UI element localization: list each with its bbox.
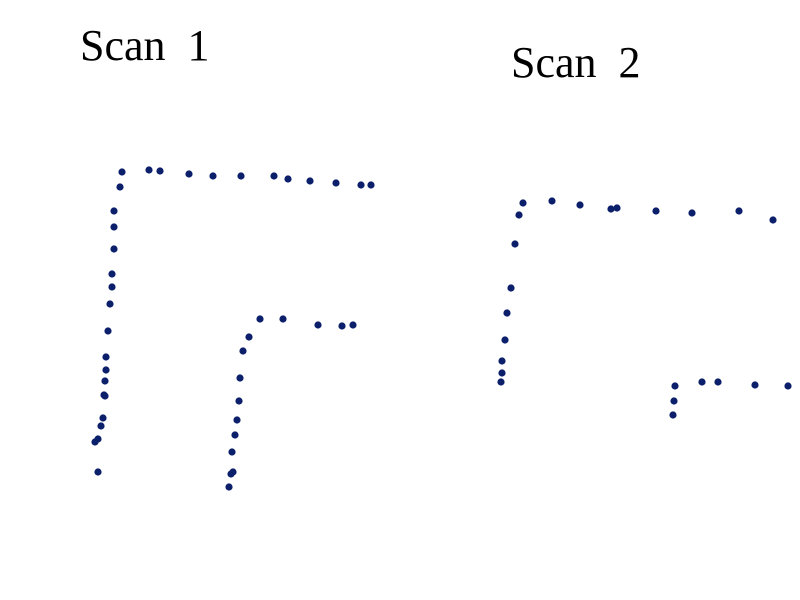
scan-1-title: Scan 1 bbox=[80, 21, 210, 70]
scan-1-point bbox=[145, 166, 153, 174]
scan-1-point bbox=[99, 414, 107, 422]
scan-1-point bbox=[279, 315, 287, 323]
scan-2-point bbox=[670, 397, 678, 405]
scan-1-point bbox=[110, 223, 118, 231]
scan-2-point bbox=[688, 209, 696, 217]
scan-2-point bbox=[751, 381, 759, 389]
scan-1-point bbox=[338, 322, 346, 330]
scan-2-point bbox=[769, 216, 777, 224]
scan-1-point bbox=[94, 468, 102, 476]
scan-2-point bbox=[498, 369, 506, 377]
scan-1-point bbox=[110, 245, 118, 253]
scan-1-point bbox=[236, 374, 244, 382]
scan-1-point bbox=[233, 416, 241, 424]
scan-1-point bbox=[239, 347, 247, 355]
scan-2-point bbox=[613, 204, 621, 212]
scan-1-point bbox=[357, 181, 365, 189]
scan-1-point bbox=[332, 179, 340, 187]
scan-1-point bbox=[235, 397, 243, 405]
scan-2-point bbox=[607, 205, 615, 213]
scan-1-point bbox=[225, 483, 233, 491]
scan-1-point bbox=[104, 327, 112, 335]
scan-1-point bbox=[185, 170, 193, 178]
scan-1-point bbox=[156, 167, 164, 175]
scan-2-point bbox=[507, 284, 515, 292]
scan-2-title: Scan 2 bbox=[511, 38, 641, 87]
scan-1-point bbox=[256, 315, 264, 323]
scan-1-point bbox=[270, 172, 278, 180]
scan-1-point bbox=[237, 172, 245, 180]
scan-1-point bbox=[284, 175, 292, 183]
scan-2-point bbox=[735, 207, 743, 215]
scan-2-point bbox=[548, 197, 556, 205]
scan-1-point bbox=[209, 172, 217, 180]
scan-2-point bbox=[503, 309, 511, 317]
scan-1-point bbox=[110, 207, 118, 215]
scan-1-point bbox=[245, 333, 253, 341]
scan-2-point bbox=[497, 378, 505, 386]
scan-1-point bbox=[106, 300, 114, 308]
scan-1-point bbox=[231, 431, 239, 439]
scan-2-point bbox=[498, 357, 506, 365]
scan-2-point bbox=[519, 199, 527, 207]
scan-1-point bbox=[118, 168, 126, 176]
scan-1-point bbox=[102, 366, 110, 374]
scan-1-point bbox=[91, 438, 99, 446]
scan-2-point bbox=[698, 378, 706, 386]
scan-1-point bbox=[101, 392, 109, 400]
scan-1-point bbox=[228, 448, 236, 456]
scan-2-point bbox=[784, 382, 792, 390]
scan-2-point bbox=[576, 201, 584, 209]
scan-2-point bbox=[652, 207, 660, 215]
scan-2-point bbox=[671, 382, 679, 390]
scan-2-point bbox=[511, 240, 519, 248]
scan-1-point bbox=[349, 321, 357, 329]
scan-2-point bbox=[714, 378, 722, 386]
scan-1-point bbox=[367, 181, 375, 189]
scan-1-point bbox=[101, 377, 109, 385]
scan-2-point bbox=[501, 336, 509, 344]
scan-2-point bbox=[515, 211, 523, 219]
scan-1-point bbox=[108, 270, 116, 278]
scan-1-point-cloud bbox=[91, 166, 375, 491]
scan-1-point bbox=[116, 183, 124, 191]
scan-1-point bbox=[102, 353, 110, 361]
scan-1-point bbox=[314, 321, 322, 329]
scan-1-point bbox=[306, 177, 314, 185]
scan-2-point bbox=[669, 411, 677, 419]
scan-1-point bbox=[97, 422, 105, 430]
scan-1-point bbox=[108, 283, 116, 291]
scan-1-point bbox=[227, 470, 235, 478]
scan-2-point-cloud bbox=[497, 197, 792, 419]
